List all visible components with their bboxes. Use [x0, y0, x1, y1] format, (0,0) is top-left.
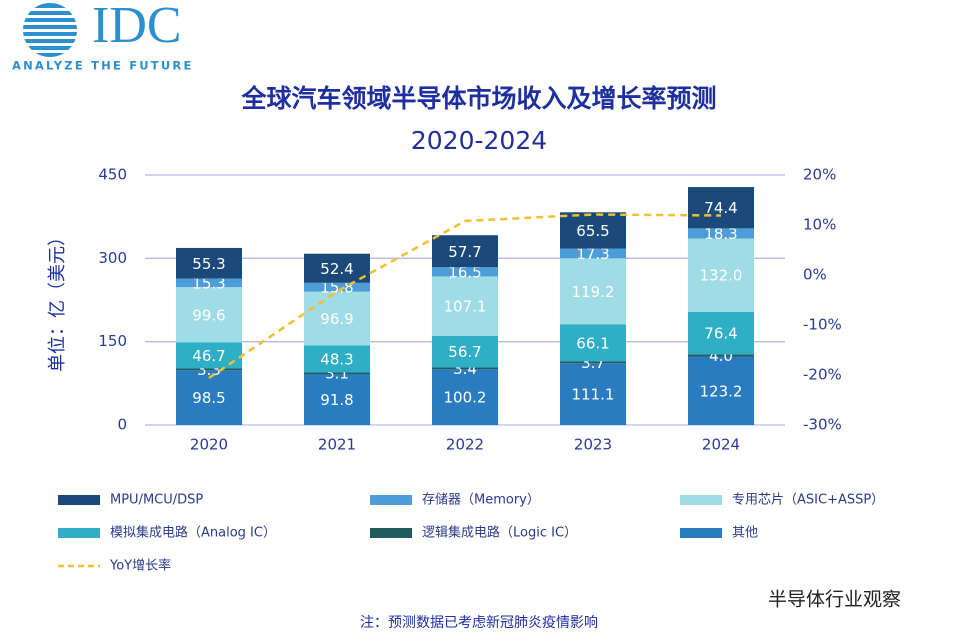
data-label: 48.3	[320, 350, 353, 368]
data-label: 65.5	[576, 222, 609, 240]
data-label: 46.7	[192, 347, 225, 365]
logo-icon	[20, 3, 80, 57]
yoy-line	[208, 213, 722, 380]
footnote: 注：预测数据已考虑新冠肺炎疫情影响	[360, 615, 598, 631]
y-tick-label: 150	[98, 332, 127, 350]
bar-segment	[688, 187, 754, 229]
bar-segment	[560, 361, 626, 364]
bar-segment	[688, 238, 754, 312]
data-label: 15.8	[320, 279, 353, 297]
data-label: 123.2	[700, 382, 743, 400]
legend-label: 存储器（Memory）	[422, 493, 540, 508]
y-tick-label: 0	[117, 416, 127, 434]
data-label: 96.9	[320, 310, 353, 328]
y2-tick-label: 20%	[803, 166, 836, 184]
bar-segment	[176, 368, 242, 371]
y2-tick-label: 10%	[803, 216, 836, 234]
bar-segment	[560, 363, 626, 425]
logo-text: IDC	[92, 0, 182, 54]
data-label: 15.3	[192, 274, 225, 292]
legend-swatch	[58, 528, 100, 538]
bar-segment	[432, 235, 498, 268]
data-label: 74.4	[704, 199, 737, 217]
bar-segment	[688, 228, 754, 239]
data-label: 52.4	[320, 260, 353, 278]
bar-segment	[560, 248, 626, 259]
bar-segment	[432, 367, 498, 370]
chart-title: 全球汽车领域半导体市场收入及增长率预测	[240, 84, 716, 113]
data-label: 99.6	[192, 306, 225, 324]
legend-swatch	[680, 495, 722, 505]
legend-label: YoY增长率	[109, 558, 171, 574]
bar-segment	[688, 356, 754, 425]
data-label: 18.3	[704, 225, 737, 243]
data-label: 98.5	[192, 389, 225, 407]
bar-segment	[560, 258, 626, 325]
data-label: 76.4	[704, 325, 737, 343]
x-tick-label: 2023	[574, 436, 612, 454]
data-label: 56.7	[448, 343, 481, 361]
bar-segment	[560, 212, 626, 249]
logo-tagline: ANALYZE THE FUTURE	[12, 59, 194, 73]
legend-label: MPU/MCU/DSP	[110, 493, 203, 508]
watermark: 半导体行业观察	[768, 589, 901, 611]
legend-label: 其他	[732, 526, 758, 541]
bar-segment	[176, 278, 242, 288]
data-label: 17.3	[576, 245, 609, 263]
x-tick-label: 2021	[318, 436, 356, 454]
x-tick-label: 2020	[190, 436, 228, 454]
y-axis-label: 单位：亿（美元）	[47, 228, 68, 372]
data-label: 55.3	[192, 255, 225, 273]
data-label: 100.2	[444, 389, 487, 407]
bar-segment	[688, 311, 754, 355]
bar-segment	[304, 345, 370, 373]
bar-segment	[432, 369, 498, 425]
y2-tick-label: 0%	[803, 266, 827, 284]
legend-swatch	[58, 495, 100, 505]
data-label: 119.2	[572, 283, 615, 301]
legend-swatch	[370, 528, 412, 538]
data-label: 107.1	[444, 298, 487, 316]
bar-segment	[304, 374, 370, 425]
data-label: 132.0	[700, 267, 743, 285]
bar-segment	[432, 267, 498, 277]
data-label: 57.7	[448, 243, 481, 261]
bar-segment	[176, 287, 242, 343]
bar-segment	[304, 291, 370, 346]
y-tick-label: 450	[98, 166, 127, 184]
bar-segment	[304, 282, 370, 292]
data-label: 111.1	[572, 386, 615, 404]
y2-tick-label: -10%	[803, 316, 842, 334]
bar-segment	[176, 370, 242, 425]
bar-segment	[432, 335, 498, 368]
y2-tick-label: -30%	[803, 416, 842, 434]
chart-subtitle: 2020-2024	[411, 126, 547, 155]
legend-swatch	[680, 528, 722, 538]
data-label: 66.1	[576, 334, 609, 352]
legend-swatch	[370, 495, 412, 505]
bar-segment	[432, 276, 498, 336]
bar-segment	[688, 354, 754, 357]
x-tick-label: 2022	[446, 436, 484, 454]
bar-segment	[560, 324, 626, 362]
legend-label: 逻辑集成电路（Logic IC）	[422, 525, 577, 541]
legend-label: 专用芯片（ASIC+ASSP）	[732, 493, 884, 508]
bar-segment	[304, 372, 370, 374]
data-label: 91.8	[320, 391, 353, 409]
y-tick-label: 300	[98, 249, 127, 267]
legend-label: 模拟集成电路（Analog IC）	[110, 525, 276, 541]
x-tick-label: 2024	[702, 436, 740, 454]
y2-tick-label: -20%	[803, 366, 842, 384]
bar-segment	[176, 247, 242, 279]
data-label: 16.5	[448, 263, 481, 281]
